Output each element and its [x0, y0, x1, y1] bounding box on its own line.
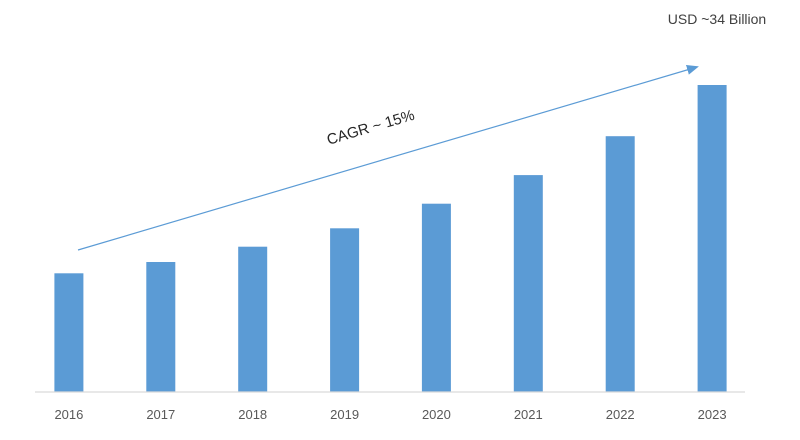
bar-2018 [238, 246, 268, 392]
x-tick-label-2020: 2020 [422, 407, 451, 422]
bar-2021 [513, 175, 543, 392]
x-tick-label-2021: 2021 [514, 407, 543, 422]
bars-group [54, 85, 727, 392]
x-tick-label-2018: 2018 [238, 407, 267, 422]
bar-2019 [330, 228, 360, 392]
x-tick-label-2017: 2017 [146, 407, 175, 422]
x-tick-label-2022: 2022 [606, 407, 635, 422]
x-tick-label-2023: 2023 [698, 407, 727, 422]
bar-2023 [697, 85, 727, 392]
cagr-annotation: CAGR ~ 15% [325, 107, 417, 149]
bar-2017 [146, 262, 176, 392]
bar-2020 [421, 203, 451, 392]
x-tick-label-2016: 2016 [54, 407, 83, 422]
x-tick-label-2019: 2019 [330, 407, 359, 422]
bar-2022 [605, 136, 635, 392]
end-value-annotation: USD ~34 Billion [668, 11, 766, 27]
cagr-arrow [77, 65, 699, 251]
x-tick-labels: 2016 2017 2018 2019 2020 2021 2022 2023 [54, 407, 726, 422]
bar-2016 [54, 273, 84, 392]
